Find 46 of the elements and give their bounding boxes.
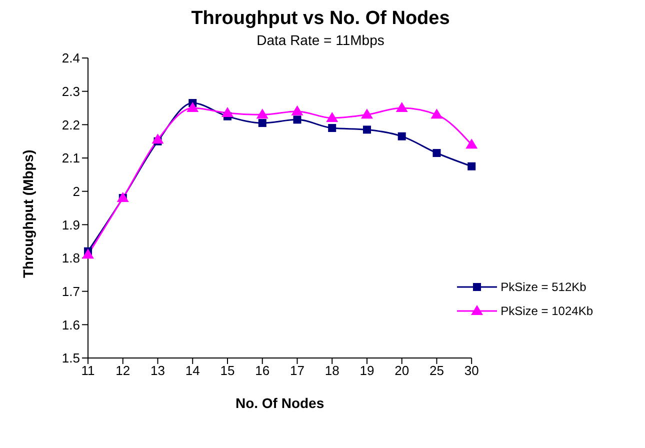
x-tick-label: 20	[394, 363, 410, 378]
point	[221, 107, 234, 117]
point	[258, 119, 266, 127]
y-axis-title: Throughput (Mbps)	[20, 150, 36, 278]
y-tick-label: 1.6	[62, 317, 80, 332]
x-tick-label: 18	[324, 363, 340, 378]
point	[398, 132, 406, 140]
point	[186, 102, 199, 112]
y-tick-label: 2.3	[62, 84, 80, 99]
point	[430, 108, 443, 119]
point	[466, 138, 478, 149]
x-tick-label: 16	[255, 363, 270, 378]
point	[82, 248, 94, 259]
point	[432, 149, 441, 157]
x-tick-label: 19	[360, 363, 374, 378]
point	[326, 112, 338, 122]
y-tick-label: 1.8	[62, 250, 80, 266]
point	[468, 162, 476, 170]
x-axis-title: No. Of Nodes	[235, 395, 324, 411]
y-tick-label: 1.5	[62, 350, 80, 366]
y-tick-label: 2.1	[62, 150, 80, 166]
legend-label: PkSize = 1024Kb	[500, 304, 593, 318]
x-tick-label: 30	[464, 363, 479, 378]
x-tick-label: 13	[150, 363, 165, 378]
x-tick-label: 14	[185, 363, 200, 378]
point	[291, 105, 304, 116]
point	[396, 102, 408, 112]
x-tick-label: 11	[81, 363, 95, 378]
y-tick-label: 1.9	[62, 217, 80, 232]
x-tick-label: 17	[290, 363, 304, 378]
point	[293, 116, 302, 124]
y-tick-label: 2.4	[62, 50, 80, 66]
x-tick-label: 25	[429, 363, 444, 378]
point	[256, 108, 268, 119]
x-tick-label: 12	[116, 363, 130, 378]
x-tick-label: 15	[220, 363, 235, 378]
point	[360, 108, 373, 119]
chart-subtitle: Data Rate = 11Mbps	[256, 32, 386, 48]
point	[362, 126, 371, 134]
point	[152, 134, 164, 144]
y-tick-label: 2.2	[62, 117, 80, 132]
y-tick-label: 2	[72, 184, 80, 199]
chart-title: Throughput vs No. Of Nodes	[190, 8, 451, 30]
y-tick-label: 1.7	[62, 284, 80, 299]
legend-label: PkSize = 512Kb	[500, 280, 586, 294]
point	[328, 124, 336, 132]
